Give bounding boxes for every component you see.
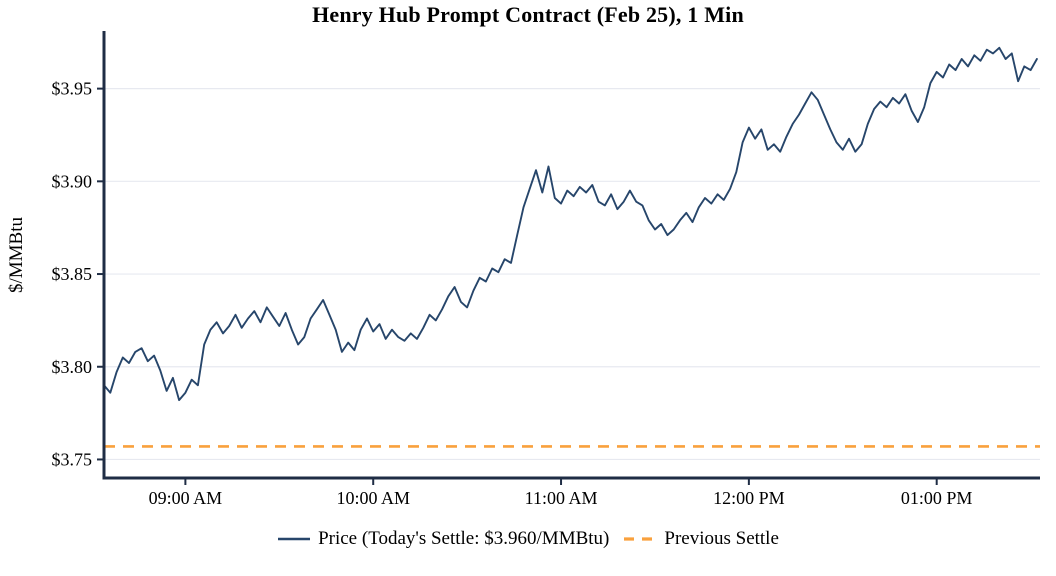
price-line-swatch-icon	[278, 537, 311, 541]
y-tick-label: $3.85	[52, 264, 93, 284]
legend-item-previous-settle: Previous Settle	[623, 528, 779, 550]
legend-previous-settle-label: Previous Settle	[664, 528, 779, 549]
x-tick-label: 11:00 AM	[525, 488, 598, 508]
legend-price-label: Price (Today's Settle: $3.960/MMBtu)	[318, 528, 610, 549]
y-tick-label: $3.95	[52, 79, 93, 99]
chart-title: Henry Hub Prompt Contract (Feb 25), 1 Mi…	[312, 2, 744, 27]
y-tick-label: $3.75	[52, 449, 93, 469]
x-tick-label: 09:00 AM	[149, 488, 223, 508]
legend-item-price: Price (Today's Settle: $3.960/MMBtu)	[277, 528, 609, 550]
x-tick-label: 01:00 PM	[901, 488, 973, 508]
legend: Price (Today's Settle: $3.960/MMBtu) Pre…	[0, 528, 1056, 550]
x-tick-label: 10:00 AM	[336, 488, 410, 508]
y-tick-label: $3.80	[52, 357, 93, 377]
previous-settle-dash-swatch-icon	[624, 537, 657, 541]
x-tick-label: 12:00 PM	[713, 488, 785, 508]
price-line	[103, 46, 1038, 402]
y-tick-label: $3.90	[52, 171, 93, 191]
